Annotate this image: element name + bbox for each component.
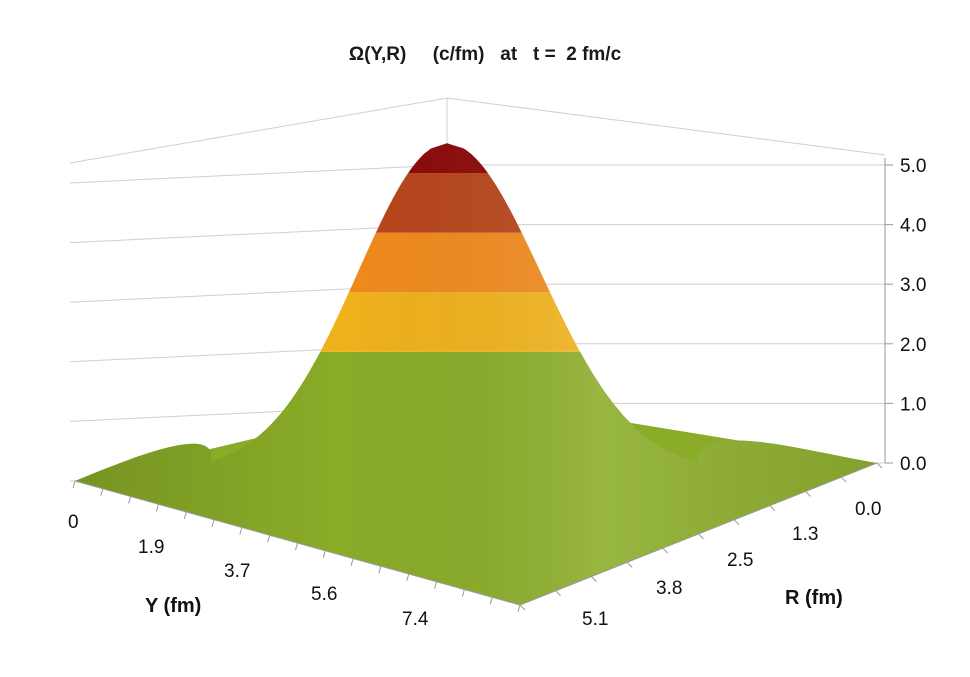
r-tick-mark <box>698 533 704 540</box>
r-tick-mark <box>519 604 526 611</box>
y-tick-mark <box>461 589 465 597</box>
y-tick-label: 1.9 <box>138 537 164 558</box>
r-tick-label: 1.3 <box>792 524 818 545</box>
r-tick-label: 5.1 <box>582 609 608 630</box>
r-tick-mark <box>626 562 633 568</box>
y-tick-mark <box>295 542 298 551</box>
z-axis-ticks: 0.0 1.0 2.0 3.0 4.0 5.0 <box>900 156 926 475</box>
r-axis-ticks: 0.0 1.3 2.5 3.8 5.1 <box>582 499 881 630</box>
y-tick-mark <box>267 535 271 543</box>
y-tick-mark <box>72 480 76 489</box>
r-tick-mark <box>840 476 847 483</box>
y-tick-mark <box>322 550 326 558</box>
z-tick-label: 4.0 <box>900 216 926 237</box>
y-tick-label: 3.7 <box>224 561 250 582</box>
y-tick-mark <box>128 496 132 504</box>
r-tick-mark <box>733 519 740 526</box>
y-tick-mark <box>517 604 521 613</box>
z-tick-label: 1.0 <box>900 394 926 415</box>
r-axis-title: R (fm) <box>785 587 843 609</box>
r-tick-mark <box>805 491 811 497</box>
r-tick-mark <box>876 462 883 469</box>
y-tick-mark <box>350 558 354 566</box>
y-tick-mark <box>434 581 438 589</box>
y-axis-ticks: 0 1.9 3.7 5.6 7.4 <box>68 512 429 630</box>
z-tick-label: 5.0 <box>900 156 926 177</box>
r-tick-label: 2.5 <box>727 550 753 571</box>
y-tick-mark <box>489 597 493 605</box>
r-tick-label: 0.0 <box>855 499 881 520</box>
r-tick-mark <box>662 547 669 554</box>
y-tick-mark <box>378 566 382 574</box>
chart-title: Ω(Y,R) (c/fm) at t = 2 fm/c <box>348 44 622 65</box>
z-tick-label: 2.0 <box>900 335 926 356</box>
y-tick-mark <box>100 488 104 496</box>
y-tick-label: 0 <box>68 512 79 533</box>
r-tick-mark <box>555 590 562 597</box>
axes <box>72 158 893 613</box>
y-tick-mark <box>211 519 215 527</box>
r-tick-mark <box>591 576 597 582</box>
y-tick-mark <box>155 504 159 512</box>
z-tick-label: 3.0 <box>900 275 926 296</box>
y-axis-title: Y (fm) <box>145 595 201 617</box>
y-tick-label: 5.6 <box>311 584 337 605</box>
y-tick-mark <box>239 527 243 535</box>
y-tick-mark <box>183 511 187 520</box>
z-tick-label: 0.0 <box>900 454 926 475</box>
r-tick-label: 3.8 <box>656 578 682 599</box>
grid-line <box>69 97 886 164</box>
y-tick-label: 7.4 <box>402 609 429 630</box>
y-tick-mark <box>406 573 410 582</box>
r-tick-mark <box>769 505 776 511</box>
